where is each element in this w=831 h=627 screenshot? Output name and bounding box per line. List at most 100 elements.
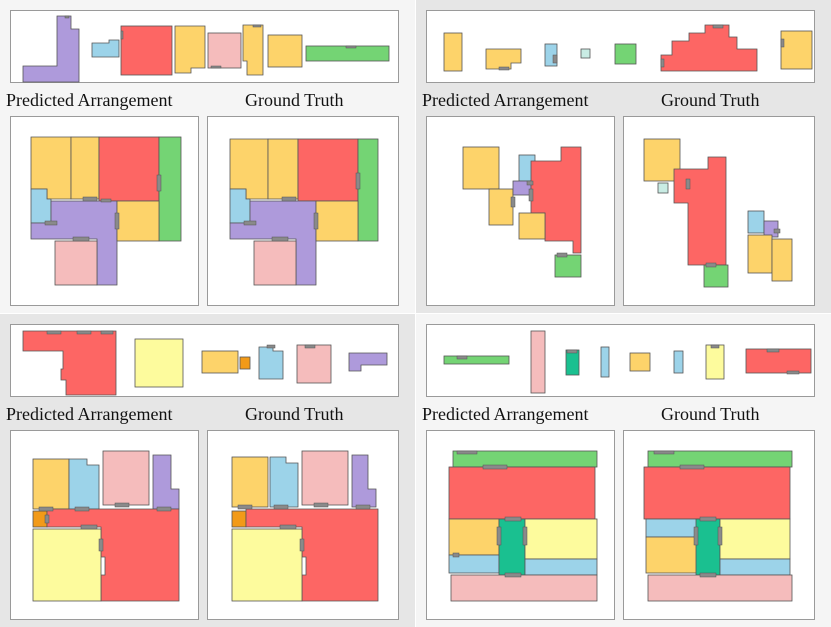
door	[685, 178, 691, 190]
room-yellow	[443, 32, 463, 72]
room-orange	[239, 356, 251, 370]
door	[456, 450, 478, 455]
door	[496, 526, 502, 546]
predicted-layout-svg	[30, 136, 182, 286]
room-yellow	[629, 352, 651, 372]
door	[273, 504, 289, 510]
door	[313, 502, 329, 508]
predicted-label: Predicted Arrangement	[422, 404, 589, 424]
room-blue	[68, 458, 100, 510]
ground-truth-panel	[207, 116, 399, 306]
room-components-strip	[10, 324, 399, 397]
room-yellow	[116, 200, 160, 242]
ground-truth-layout-svg	[643, 138, 793, 288]
predicted-label: Predicted Arrangement	[6, 90, 173, 110]
room-pink	[530, 330, 546, 394]
door	[100, 330, 114, 335]
room-green	[443, 355, 510, 365]
room-components-svg	[22, 330, 388, 396]
room-yellow	[747, 234, 773, 274]
room-orange	[231, 510, 247, 528]
predicted-label: Predicted Arrangement	[6, 404, 173, 424]
door	[98, 538, 104, 552]
room-pink	[647, 574, 793, 602]
door	[74, 506, 90, 512]
door	[504, 572, 522, 578]
predicted-arrangement-panel	[426, 430, 615, 620]
door	[552, 54, 558, 64]
room-components-strip	[426, 10, 815, 83]
room-yellow	[645, 536, 699, 574]
room-yellow	[771, 238, 793, 282]
room-pink	[102, 450, 150, 506]
room-yellow	[267, 138, 299, 200]
predicted-arrangement-panel	[426, 116, 615, 306]
room-yellow	[267, 34, 303, 68]
door	[271, 236, 289, 242]
room-components-svg	[22, 15, 390, 83]
room-blue	[719, 558, 791, 576]
door	[712, 24, 724, 29]
predicted-layout-svg	[462, 146, 582, 278]
room-red	[98, 136, 160, 202]
door	[80, 524, 98, 530]
ground-truth-layout-svg	[231, 450, 379, 602]
room-light-teal	[657, 182, 669, 194]
room-purple	[152, 454, 180, 510]
room-pink	[301, 450, 349, 506]
ground-truth-layout-svg	[229, 138, 379, 286]
room-yellow	[174, 25, 206, 74]
door	[46, 330, 62, 335]
room-components-strip	[426, 324, 815, 397]
door	[114, 212, 120, 230]
ground-truth-panel	[207, 430, 399, 620]
ground-truth-label: Ground Truth	[245, 404, 344, 424]
door	[679, 464, 705, 470]
door	[299, 538, 305, 552]
door	[345, 45, 357, 49]
door	[717, 526, 723, 546]
door	[281, 196, 297, 202]
room-blue	[600, 346, 610, 378]
door	[566, 349, 578, 354]
room-purple	[22, 15, 80, 83]
room-yellow	[488, 188, 514, 226]
room-light-yellow	[524, 518, 598, 560]
predicted-layout-svg	[32, 450, 180, 602]
ground-truth-panel	[623, 430, 815, 620]
room-teal	[565, 349, 580, 376]
door	[780, 38, 785, 48]
room-red	[673, 156, 727, 266]
room-yellow	[462, 146, 500, 190]
room-yellow	[315, 200, 359, 242]
door	[120, 30, 124, 40]
room-green	[158, 136, 182, 242]
room-pink	[450, 574, 598, 602]
room-red	[660, 24, 758, 72]
door	[237, 504, 253, 510]
room-pink	[207, 32, 242, 69]
room-yellow	[201, 350, 239, 374]
room-red	[120, 25, 173, 76]
room-components-svg	[443, 24, 813, 72]
room-red	[745, 348, 812, 374]
door	[522, 526, 528, 546]
door	[355, 172, 361, 190]
room-blue	[524, 558, 598, 576]
ground-truth-label: Ground Truth	[661, 90, 760, 110]
room-red	[448, 466, 596, 520]
door	[660, 58, 665, 68]
door	[556, 252, 568, 258]
door	[482, 464, 508, 470]
room-pink	[54, 240, 98, 286]
room-blue	[269, 456, 299, 508]
example-3: Predicted Arrangement Ground Truth	[0, 314, 415, 627]
room-yellow	[780, 30, 813, 70]
door	[44, 514, 50, 524]
door	[64, 15, 70, 19]
door	[279, 524, 297, 530]
room-light-yellow	[134, 338, 184, 388]
door	[243, 220, 257, 226]
door	[786, 370, 800, 375]
room-light-yellow	[231, 528, 303, 602]
